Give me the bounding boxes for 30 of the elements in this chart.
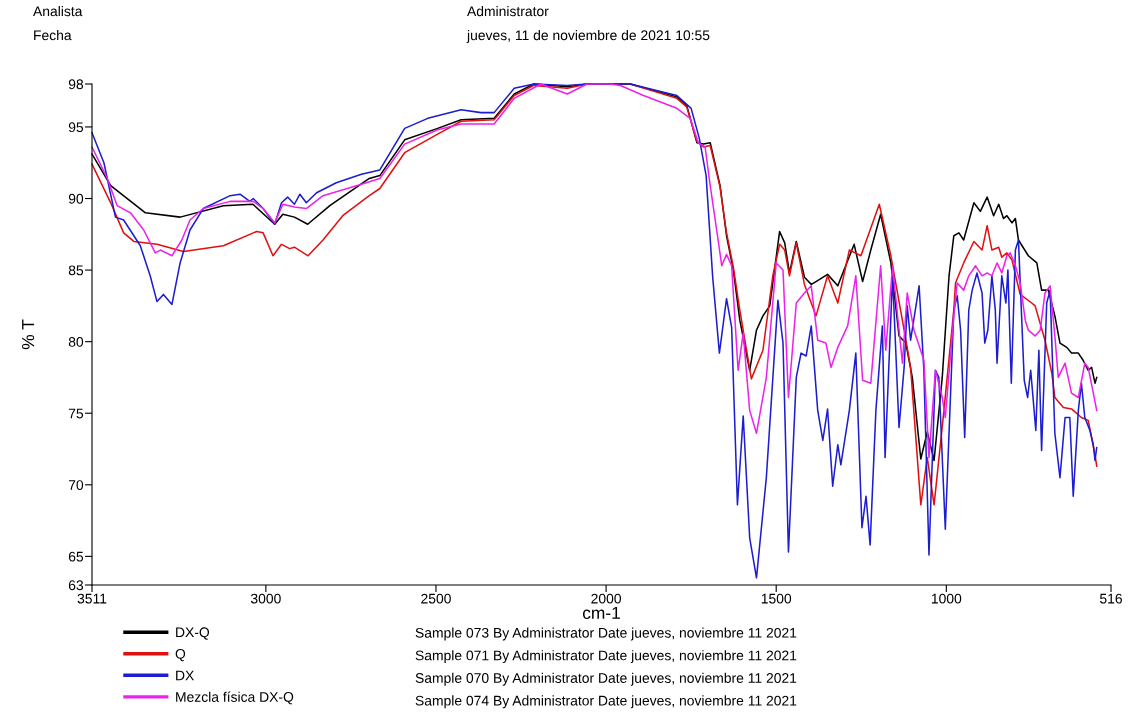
y-tick-label: 75 bbox=[68, 408, 84, 419]
legend-label: DX bbox=[176, 670, 194, 681]
y-tick-label: 70 bbox=[68, 480, 84, 490]
x-tick-label: 3511 bbox=[77, 593, 107, 604]
x-tick-label: 1000 bbox=[931, 593, 962, 604]
text: Sample 071 By Administrator Date jueves, noviembre 11 2021 bbox=[415, 650, 797, 664]
text: Fecha bbox=[34, 30, 72, 41]
y-tick-label: 63 bbox=[68, 580, 84, 591]
legend-label: Q bbox=[175, 648, 186, 662]
y-tick-label: 90 bbox=[68, 193, 84, 204]
x-tick-label: 2500 bbox=[421, 593, 451, 604]
y-tick-label: 85 bbox=[68, 265, 84, 276]
legend-label: Mezcla física DX-Q bbox=[176, 691, 294, 705]
x-tick-label: 2000 bbox=[591, 593, 621, 604]
x-tick-label: 3000 bbox=[250, 593, 281, 604]
x-tick-label: 1500 bbox=[761, 593, 792, 604]
text: Analista bbox=[33, 6, 83, 17]
y-tick-label: 98 bbox=[68, 79, 84, 90]
text: Administrator bbox=[467, 6, 549, 17]
text: Sample 073 By Administrator Date jueves, noviembre 11 2021 bbox=[415, 627, 797, 641]
text: jueves, 11 de noviembre de 2021 10:55 bbox=[466, 30, 710, 43]
text: Sample 074 By Administrator Date jueves, noviembre 11 2021 bbox=[415, 695, 797, 709]
y-tick-label: 65 bbox=[68, 551, 84, 562]
y-tick-label: 95 bbox=[68, 122, 84, 133]
y-tick-label: 80 bbox=[68, 336, 84, 347]
x-tick-label: 516 bbox=[1099, 593, 1122, 604]
y-axis-title: % T bbox=[22, 319, 35, 350]
legend-label: DX-Q bbox=[176, 627, 210, 640]
x-axis-title: cm-1 bbox=[582, 606, 620, 620]
text: Sample 070 By Administrator Date jueves, noviembre 11 2021 bbox=[415, 672, 797, 686]
